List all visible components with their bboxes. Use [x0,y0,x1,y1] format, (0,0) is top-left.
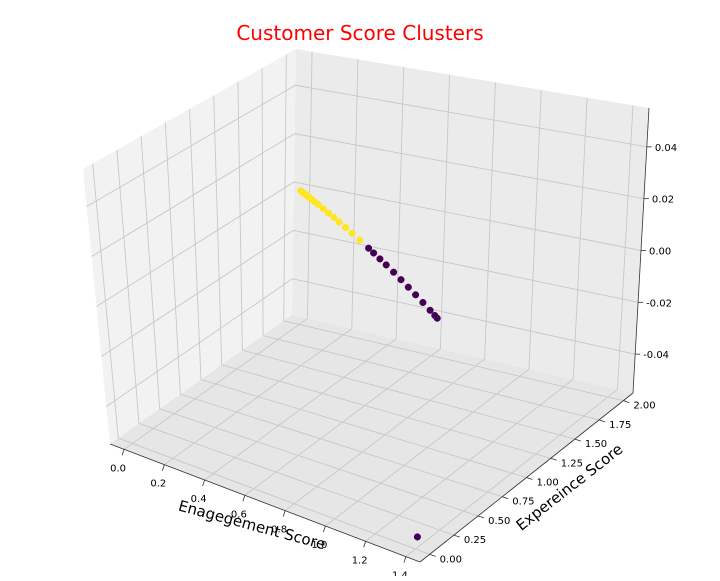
data-point-cluster-1 [348,229,356,237]
y-gridline [140,136,479,517]
data-point-cluster-1 [342,224,350,232]
x-tick-label: 0.4 [191,494,207,505]
x-axis-line [109,443,421,563]
data-point-cluster-1 [314,200,322,209]
axis-panes [83,49,649,562]
grid-lines [86,51,647,557]
y-tick-label: 1.00 [537,478,559,489]
x-tick-label: 1.0 [311,540,327,551]
z-gridline [106,278,636,407]
data-point-cluster-0 [433,314,441,322]
data-point-cluster-0 [376,255,384,263]
x-gridline [325,89,542,527]
x-gridline [123,51,313,450]
x-tick-mark [121,449,125,456]
tick-labels: 0.00.20.40.60.81.01.21.40.000.250.500.75… [110,143,677,581]
data-point-cluster-0 [382,261,390,269]
x-tick-mark [202,479,205,487]
left-pane [83,49,296,444]
z-tick-label: -0.02 [646,298,672,309]
x-tick-mark [403,556,407,563]
y-tick-mark [453,534,461,538]
data-point-cluster-0 [413,533,421,541]
y-tick-mark [477,515,485,519]
chart-title: Customer Score Clusters [236,21,483,45]
x-gridline [164,59,359,466]
x-tick-label: 0.8 [271,525,287,536]
data-point-cluster-0 [426,306,434,314]
y-gridline [189,108,527,478]
data-points [297,187,441,541]
data-point-cluster-0 [412,291,420,299]
x-tick-label: 0.0 [110,463,126,474]
y-gridline [164,122,503,498]
y-tick-mark [550,457,557,461]
x-gridline [244,74,451,496]
floor-pane [110,315,633,562]
x-tick-mark [161,464,165,471]
data-point-cluster-0 [419,298,427,307]
y-tick-label: 0.00 [440,554,462,565]
z-tick-label: 0.02 [652,195,674,206]
data-point-cluster-0 [390,268,398,276]
z-gridline [91,133,644,257]
y-tick-label: 1.75 [609,420,631,431]
x-gridline [365,97,588,542]
x-tick-mark [282,510,286,517]
y-tick-mark [502,496,509,500]
data-point-cluster-1 [330,213,338,222]
y-tick-mark [623,400,630,404]
y-tick-label: 1.25 [561,458,583,469]
y-gridline [92,163,430,555]
data-point-cluster-1 [319,205,327,213]
y-tick-label: 0.25 [464,535,486,546]
y-gridline [283,54,624,402]
z-tick-label: -0.04 [643,350,669,361]
data-point-cluster-1 [325,209,333,217]
y-tick-mark [429,553,436,557]
x-gridline [284,82,496,512]
x-tick-mark [323,525,326,533]
y-tick-label: 0.75 [512,497,534,508]
y-tick-mark [574,438,582,442]
y-tick-mark [526,477,533,480]
y-tick-label: 0.50 [488,516,510,527]
x-gridline [405,105,634,557]
x-tick-label: 1.2 [352,555,368,566]
data-point-cluster-0 [397,276,405,284]
x-tick-label: 0.6 [231,509,247,520]
y-gridline [213,95,551,459]
z-gridline [96,181,642,307]
z-tick-label: 0.04 [655,143,677,154]
data-point-cluster-0 [404,283,412,291]
y-gridline [116,149,455,536]
y-tick-label: 2.00 [633,401,655,412]
z-gridline [101,229,639,357]
data-point-cluster-1 [356,236,364,244]
x-tick-label: 1.4 [392,571,408,576]
x-tick-mark [242,495,246,502]
back-pane [292,49,649,393]
data-point-cluster-0 [370,249,378,257]
data-point-cluster-0 [365,244,373,252]
y-gridline [237,81,576,440]
y-tick-label: 1.50 [585,439,607,450]
x-tick-mark [363,541,367,548]
x-tick-label: 0.2 [150,479,166,490]
x-gridline [204,66,405,481]
z-gridline [86,84,647,207]
data-point-cluster-1 [335,218,343,226]
y-tick-mark [598,419,606,423]
z-tick-label: 0.00 [649,247,671,258]
y-gridline [261,68,600,421]
